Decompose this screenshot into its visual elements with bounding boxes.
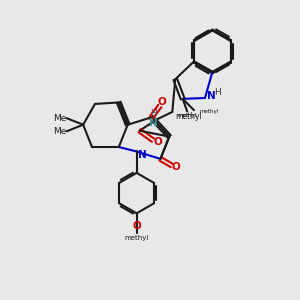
Text: O: O <box>153 137 162 147</box>
Text: N: N <box>138 150 146 160</box>
Text: O: O <box>158 97 167 106</box>
Text: methyl: methyl <box>124 235 149 241</box>
Text: methyl: methyl <box>200 109 219 114</box>
Text: Me: Me <box>54 114 67 123</box>
Text: O: O <box>172 162 181 172</box>
Text: methyl: methyl <box>178 113 197 118</box>
Text: O: O <box>132 221 141 231</box>
Text: N: N <box>207 91 216 101</box>
Text: N: N <box>149 118 158 128</box>
Text: Me: Me <box>54 127 67 136</box>
Text: methyl: methyl <box>175 112 202 121</box>
Text: H: H <box>150 109 157 118</box>
Text: H: H <box>214 88 221 97</box>
